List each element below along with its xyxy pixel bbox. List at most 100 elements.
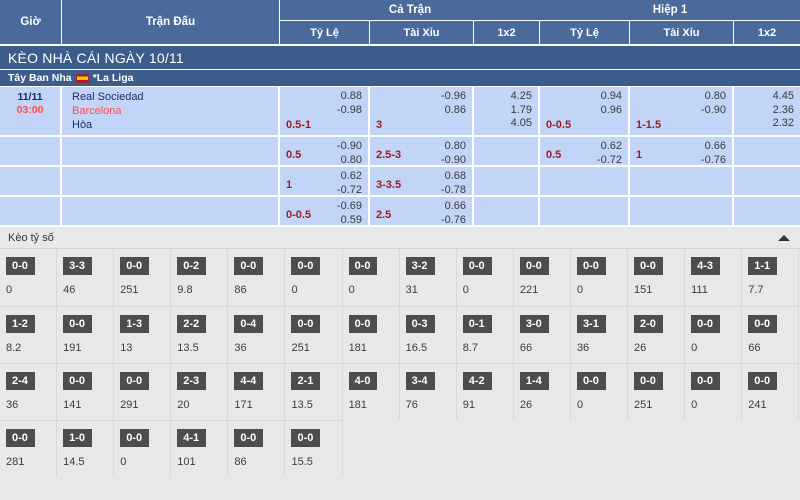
score-cell[interactable]: 0-0 141 [57, 363, 115, 420]
cell-full-overunder[interactable]: 3-3.5 0.68 -0.78 [370, 167, 474, 196]
score-cell[interactable]: 0-0 0 [0, 249, 58, 306]
score-cell[interactable]: 1-3 13 [114, 306, 172, 363]
caret-up-icon[interactable] [778, 234, 790, 241]
score-cell[interactable]: 2-2 13.5 [171, 306, 229, 363]
score-cell[interactable]: 1-4 26 [513, 363, 571, 420]
handicap-value: 3-3.5 [376, 179, 402, 191]
score-cell[interactable]: 4-3 111 [685, 249, 743, 306]
score-row: 1-2 8.2 0-0 191 1-3 13 2-2 13.5 0-4 36 0-0 251 0-0 18… [0, 306, 800, 363]
score-cell[interactable]: 0-0 151 [628, 249, 686, 306]
cell-full-handicap[interactable]: 0.5-1 0.88 -0.98 [280, 87, 370, 135]
score-odd: 251 [634, 399, 653, 411]
score-cell[interactable]: 0-1 8.7 [456, 306, 514, 363]
score-odd: 13 [120, 342, 133, 354]
score-cell[interactable]: 4-1 101 [171, 420, 229, 477]
score-cell[interactable]: 0-0 0 [285, 249, 343, 306]
score-cell[interactable]: 0-0 86 [228, 249, 286, 306]
score-odd: 0 [576, 284, 584, 296]
odds-values: 4.25 1.79 4.05 [474, 87, 538, 131]
odds-values: 0.66 -0.76 [630, 137, 732, 167]
score-cell[interactable]: 0-0 251 [628, 363, 686, 420]
score-cell[interactable]: 0-0 66 [742, 306, 800, 363]
league-bar[interactable]: Tây Ban Nha *La Liga [0, 70, 800, 87]
cell-full-handicap[interactable]: 1 0.62 -0.72 [280, 167, 370, 196]
score-cell[interactable]: 0-0 0 [685, 306, 743, 363]
score-cell[interactable]: 0-0 241 [742, 363, 800, 420]
cell-h1-handicap [540, 197, 630, 225]
cell-match-teams [62, 197, 280, 225]
score-cell[interactable]: 3-2 31 [400, 249, 457, 306]
score-cell[interactable]: 0-0 0 [457, 249, 514, 306]
score-odd: 221 [519, 284, 539, 296]
correct-score-header[interactable]: Kèo tỷ số [0, 227, 800, 249]
score-badge: 1-4 [519, 372, 549, 390]
cell-full-handicap[interactable]: 0.5 -0.90 0.80 [280, 137, 370, 166]
score-cell[interactable]: 0-0 281 [0, 420, 58, 477]
handicap-value: 1-1.5 [636, 119, 662, 131]
score-cell[interactable]: 0-0 251 [285, 306, 343, 363]
score-cell[interactable]: 0-0 251 [114, 249, 172, 306]
odds-value: -0.72 [596, 153, 622, 166]
score-cell[interactable]: 0-3 16.5 [399, 306, 457, 363]
score-cell[interactable]: 0-0 86 [228, 420, 286, 477]
cell-full-handicap[interactable]: 0-0.5 -0.69 0.59 [280, 197, 370, 226]
cell-h1-overunder [630, 167, 734, 195]
score-badge: 0-0 [519, 257, 549, 275]
score-cell[interactable]: 2-4 36 [0, 363, 58, 420]
score-cell[interactable]: 1-0 14.5 [57, 420, 115, 477]
score-cell[interactable]: 0-0 15.5 [285, 420, 343, 477]
cell-match-teams[interactable]: Real Sociedad Barcelona Hòa [62, 87, 280, 135]
score-cell[interactable]: 4-4 171 [228, 363, 286, 420]
cell-h1-overunder[interactable]: 1-1.5 0.80 -0.90 [630, 87, 734, 135]
score-badge: 0-0 [63, 315, 92, 333]
score-cell[interactable]: 2-1 13.5 [285, 363, 343, 420]
cell-match-time [0, 137, 62, 165]
score-cell[interactable]: 0-0 0 [571, 249, 629, 306]
score-cell[interactable]: 3-3 46 [57, 249, 115, 306]
score-badge: 0-3 [405, 315, 435, 333]
score-cell[interactable]: 0-0 291 [114, 363, 172, 420]
score-badge: 3-1 [576, 315, 606, 333]
score-cell[interactable]: 4-2 91 [456, 363, 514, 420]
score-odd: 0 [691, 342, 698, 354]
cell-full-overunder[interactable]: 3 -0.96 0.86 [370, 87, 474, 135]
score-cell[interactable]: 4-0 181 [342, 363, 400, 420]
score-badge: 0-0 [6, 257, 35, 275]
odds-values: 0.80 -0.90 [370, 137, 472, 167]
header-sub-full-tyle: Tỷ Lệ [280, 21, 370, 44]
score-cell[interactable]: 3-0 66 [513, 306, 571, 363]
cell-full-overunder[interactable]: 2.5-3 0.80 -0.90 [370, 137, 474, 167]
handicap-value: 3 [376, 119, 383, 131]
score-odd: 0 [462, 284, 469, 296]
score-cell[interactable]: 1-2 8.2 [0, 306, 58, 363]
score-odd: 101 [177, 456, 196, 468]
score-cell[interactable]: 0-2 9.8 [171, 249, 229, 306]
handicap-value: 0-0.5 [286, 209, 312, 221]
odds-value: 4.45 [772, 90, 794, 102]
score-cell[interactable]: 0-0 0 [570, 363, 629, 420]
league-name: *La Liga [92, 72, 134, 84]
cell-h1-1x2[interactable]: 4.45 2.36 2.32 [734, 87, 800, 135]
score-cell[interactable]: 0-4 36 [228, 306, 286, 363]
score-cell[interactable]: 0-0 0 [343, 249, 400, 306]
score-cell[interactable]: 1-1 7.7 [742, 249, 800, 306]
score-badge: 0-0 [6, 429, 35, 447]
score-cell[interactable]: 2-3 20 [171, 363, 229, 420]
score-odd: 151 [634, 284, 653, 296]
cell-h1-handicap[interactable]: 0-0.5 0.94 0.96 [540, 87, 630, 135]
score-cell[interactable]: 3-1 36 [570, 306, 629, 363]
cell-full-1x2[interactable]: 4.25 1.79 4.05 [474, 87, 540, 135]
score-cell[interactable]: 0-0 0 [114, 420, 172, 477]
cell-full-overunder[interactable]: 2.5 0.66 -0.76 [370, 197, 474, 226]
score-cell[interactable]: 0-0 191 [57, 306, 115, 363]
cell-h1-handicap[interactable]: 0.5 0.62 -0.72 [540, 137, 630, 166]
score-cell[interactable]: 3-4 76 [399, 363, 457, 420]
league-country: Tây Ban Nha [8, 72, 72, 84]
score-cell[interactable]: 0-0 0 [685, 363, 743, 420]
cell-h1-overunder[interactable]: 1 0.66 -0.76 [630, 137, 734, 167]
score-cell[interactable]: 0-0 181 [342, 306, 400, 363]
score-cell[interactable]: 0-0 221 [514, 249, 571, 306]
score-badge: 4-2 [462, 372, 492, 390]
score-cell[interactable]: 2-0 26 [628, 306, 686, 363]
score-badge: 0-0 [234, 429, 264, 447]
